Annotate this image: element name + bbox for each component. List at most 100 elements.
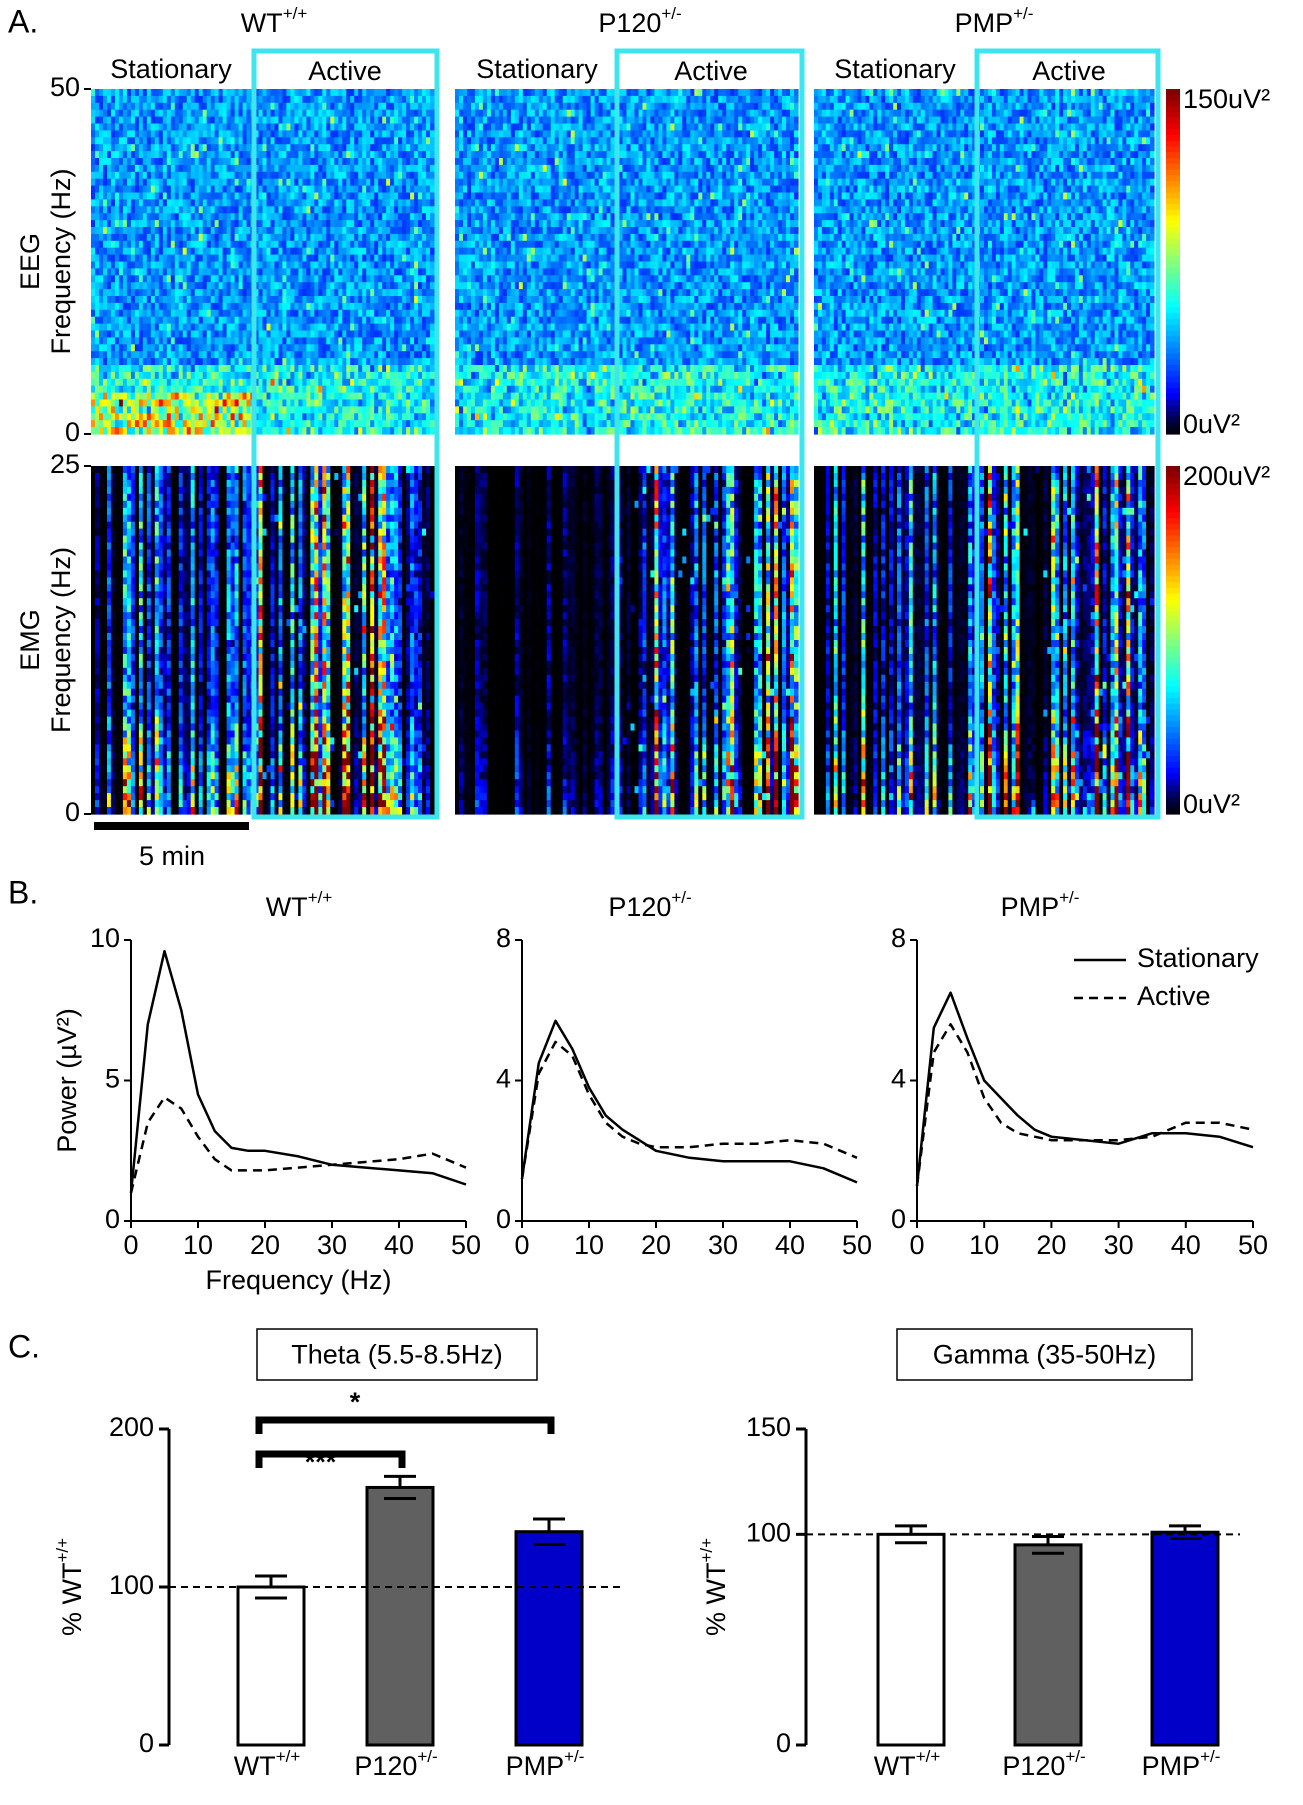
spectrogram-cell xyxy=(154,240,160,249)
spectrogram-cell xyxy=(142,130,148,138)
spectrogram-cell xyxy=(95,521,100,530)
spectrogram-cell xyxy=(286,289,291,297)
spectrogram-cell xyxy=(118,296,124,304)
spectrogram-cell xyxy=(374,268,379,276)
spectrogram-cell xyxy=(130,144,136,152)
spectrogram-cell xyxy=(314,199,319,207)
spectrogram-cell xyxy=(150,261,156,269)
spectrogram-cell xyxy=(95,330,100,338)
spectrogram-cell xyxy=(306,392,311,401)
spectrogram-cell xyxy=(198,392,204,401)
spectrogram-cell xyxy=(146,399,152,407)
spectrogram-cell xyxy=(390,151,395,159)
spectrogram-cell xyxy=(242,406,248,414)
spectrogram-cell xyxy=(138,199,144,207)
spectrogram-cell xyxy=(134,268,140,276)
spectrogram-cell xyxy=(182,316,188,325)
spectrogram-cell xyxy=(110,521,116,530)
spectrogram-cell xyxy=(422,89,427,97)
spectrogram-cell xyxy=(370,323,375,332)
spectrogram-cell xyxy=(330,289,335,297)
spectrogram-cell xyxy=(350,109,355,118)
spectrogram-cell xyxy=(286,309,291,318)
spectrogram-cell xyxy=(358,192,363,200)
spectrogram-cell xyxy=(190,178,196,187)
spectrogram-cell xyxy=(274,268,280,276)
spectrogram-cell xyxy=(426,316,431,325)
spectrogram-cell xyxy=(242,199,248,207)
spectrogram-cell xyxy=(290,192,295,200)
spectrogram-cell xyxy=(258,233,264,242)
spectrogram-cell xyxy=(426,151,431,159)
spectrogram-cell xyxy=(138,289,144,297)
spectrogram-cell xyxy=(95,758,100,766)
spectrogram-cell xyxy=(286,275,291,283)
spectrogram-cell xyxy=(338,365,343,373)
spectrogram-cell xyxy=(282,392,287,401)
spectrogram-cell xyxy=(202,247,208,256)
spectrogram-cell xyxy=(398,123,403,131)
spectrogram-cell xyxy=(178,178,184,187)
spectrogram-cell xyxy=(418,220,423,228)
spectrogram-cell xyxy=(386,199,391,207)
spectrogram-cell xyxy=(150,385,156,394)
spectrogram-cell xyxy=(103,486,108,495)
spectrogram-cell xyxy=(394,358,399,366)
spectrogram-cell xyxy=(414,151,419,159)
spectrogram-cell xyxy=(354,420,359,428)
spectrogram-cell xyxy=(174,351,180,359)
spectrogram-cell xyxy=(166,275,172,283)
spectrogram-cell xyxy=(118,261,124,269)
spectrogram-cell xyxy=(91,385,96,394)
spectrogram-cell xyxy=(234,309,240,318)
spectrogram-cell xyxy=(138,392,144,401)
spectrogram-cell xyxy=(226,406,232,414)
spectrogram-cell xyxy=(326,413,331,421)
spectrogram-cell xyxy=(206,158,212,166)
spectrogram-cell xyxy=(130,102,136,111)
spectrogram-cell xyxy=(130,240,136,249)
spectrogram-cell xyxy=(294,323,299,332)
spectrogram-cell xyxy=(138,473,144,481)
spectrogram-cell xyxy=(126,473,132,481)
spectrogram-cell xyxy=(346,378,351,387)
spectrogram-cell xyxy=(194,254,200,263)
spectrogram-cell xyxy=(118,723,124,732)
spectrogram-cell xyxy=(226,309,232,318)
spectrogram-cell xyxy=(382,109,387,118)
spectrogram-cell xyxy=(182,220,188,228)
spectrogram-cell xyxy=(186,206,192,214)
spectrogram-cell xyxy=(418,199,423,207)
spectrogram-cell xyxy=(410,316,415,325)
spectrogram-cell xyxy=(302,365,307,373)
spectrogram-cell xyxy=(122,185,128,194)
spectrogram-cell xyxy=(162,268,168,276)
spectrogram-cell xyxy=(182,178,188,187)
spectrogram-cell xyxy=(422,130,427,138)
spectrogram-cell xyxy=(103,171,108,180)
spectrogram-cell xyxy=(126,289,132,297)
spectrogram-cell xyxy=(126,158,132,166)
spectrogram-cell xyxy=(114,779,120,787)
spectrogram-cell xyxy=(410,151,415,159)
spectrogram-cell xyxy=(390,420,395,428)
spectrogram-cell xyxy=(354,427,359,435)
spectrogram-cell xyxy=(350,206,355,214)
spectrogram-cell xyxy=(274,392,280,401)
spectrogram-cell xyxy=(218,192,224,200)
spectrogram-cell xyxy=(99,535,104,544)
spectrogram-cell xyxy=(402,268,407,276)
spectrogram-cell xyxy=(146,385,152,394)
spectrogram-cell xyxy=(254,137,260,145)
spectrogram-cell xyxy=(350,406,355,414)
spectrogram-cell xyxy=(194,351,200,359)
spectrogram-cell xyxy=(402,206,407,214)
spectrogram-cell xyxy=(103,164,108,173)
spectrogram-cell xyxy=(138,758,144,766)
spectrogram-cell xyxy=(202,178,208,187)
spectrogram-cell xyxy=(110,123,116,131)
spectrogram-cell xyxy=(134,344,140,352)
spectrogram-cell xyxy=(218,385,224,394)
spectrogram-cell xyxy=(114,296,120,304)
spectrogram-cell xyxy=(194,358,200,366)
